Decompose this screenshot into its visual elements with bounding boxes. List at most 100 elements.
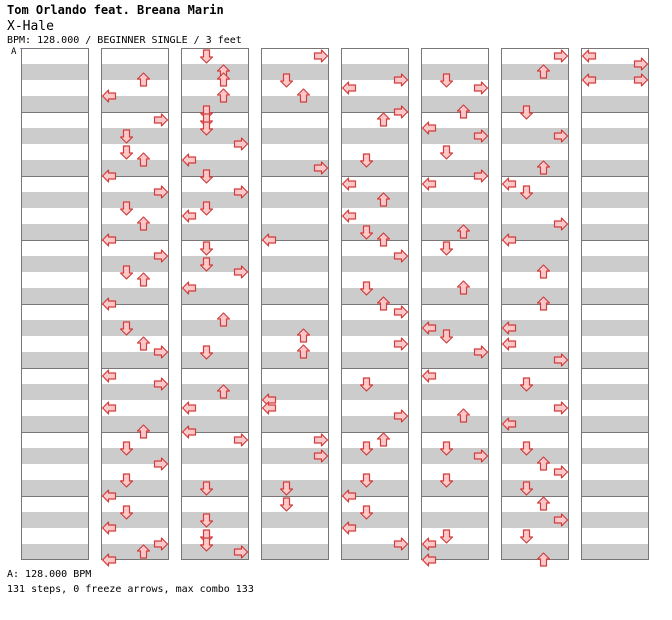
step-band <box>341 384 409 400</box>
step-stats: 131 steps, 0 freeze arrows, max combo 13… <box>7 584 254 595</box>
step-band <box>181 64 249 80</box>
step-band <box>21 96 89 112</box>
step-band <box>581 256 649 272</box>
step-band <box>21 448 89 464</box>
step-band <box>261 320 329 336</box>
step-band <box>341 64 409 80</box>
step-band <box>101 64 169 80</box>
step-band <box>581 480 649 496</box>
arrow-icon <box>181 401 197 415</box>
bpm-marker: A <box>11 47 17 57</box>
step-band <box>101 416 169 432</box>
step-band <box>101 288 169 304</box>
step-band <box>581 64 649 80</box>
step-band <box>181 512 249 528</box>
step-band <box>581 320 649 336</box>
bpm-legend: A: 128.000 BPM <box>7 569 92 580</box>
arrow-icon <box>393 337 409 351</box>
step-band <box>421 544 489 560</box>
step-band <box>421 96 489 112</box>
step-band <box>421 352 489 368</box>
step-band <box>21 224 89 240</box>
step-band <box>101 256 169 272</box>
step-band <box>341 480 409 496</box>
step-band <box>181 128 249 144</box>
arrow-icon <box>341 209 357 223</box>
arrow-icon <box>136 272 151 287</box>
step-band <box>421 224 489 240</box>
step-band <box>181 192 249 208</box>
step-band <box>581 160 649 176</box>
arrow-icon <box>136 336 151 351</box>
step-band <box>21 160 89 176</box>
step-band <box>581 384 649 400</box>
step-band <box>341 288 409 304</box>
step-band <box>501 224 569 240</box>
step-band <box>101 320 169 336</box>
step-band <box>341 512 409 528</box>
step-band <box>501 544 569 560</box>
step-band <box>341 256 409 272</box>
arrow-icon <box>313 433 329 447</box>
step-band <box>261 512 329 528</box>
step-band <box>341 544 409 560</box>
arrow-icon <box>313 49 329 63</box>
step-band <box>501 384 569 400</box>
arrow-icon <box>233 433 249 447</box>
step-band <box>101 192 169 208</box>
step-band <box>501 512 569 528</box>
step-band <box>501 256 569 272</box>
arrow-icon <box>581 49 597 63</box>
arrow-icon <box>439 241 454 256</box>
step-band <box>501 96 569 112</box>
arrow-icon <box>376 112 391 127</box>
step-band <box>181 256 249 272</box>
step-band <box>501 128 569 144</box>
step-band <box>21 320 89 336</box>
step-band <box>181 288 249 304</box>
step-band <box>501 352 569 368</box>
step-band <box>261 64 329 80</box>
step-band <box>101 96 169 112</box>
arrow-icon <box>376 432 391 447</box>
arrow-icon <box>473 81 489 95</box>
step-band <box>21 544 89 560</box>
step-band <box>421 448 489 464</box>
arrow-icon <box>439 529 454 544</box>
step-band <box>501 160 569 176</box>
step-band <box>581 224 649 240</box>
step-band <box>261 256 329 272</box>
arrow-icon <box>199 241 214 256</box>
step-band <box>501 64 569 80</box>
step-band <box>581 448 649 464</box>
step-band <box>181 352 249 368</box>
arrow-icon <box>439 145 454 160</box>
step-band <box>421 480 489 496</box>
step-band <box>101 512 169 528</box>
arrow-icon <box>501 337 517 351</box>
step-band <box>261 416 329 432</box>
step-band <box>181 224 249 240</box>
step-band <box>261 384 329 400</box>
step-band <box>501 192 569 208</box>
step-band <box>421 256 489 272</box>
step-band <box>21 256 89 272</box>
step-band <box>341 224 409 240</box>
step-band <box>21 416 89 432</box>
step-band <box>21 480 89 496</box>
step-band <box>421 320 489 336</box>
step-band <box>501 416 569 432</box>
arrow-icon <box>181 209 197 223</box>
step-band <box>501 448 569 464</box>
arrow-icon <box>501 177 517 191</box>
step-band <box>501 320 569 336</box>
arrow-icon <box>119 145 134 160</box>
step-band <box>181 160 249 176</box>
step-band <box>21 512 89 528</box>
step-band <box>341 416 409 432</box>
arrow-icon <box>279 497 294 512</box>
step-band <box>21 128 89 144</box>
step-band <box>341 128 409 144</box>
arrow-icon <box>553 465 569 479</box>
